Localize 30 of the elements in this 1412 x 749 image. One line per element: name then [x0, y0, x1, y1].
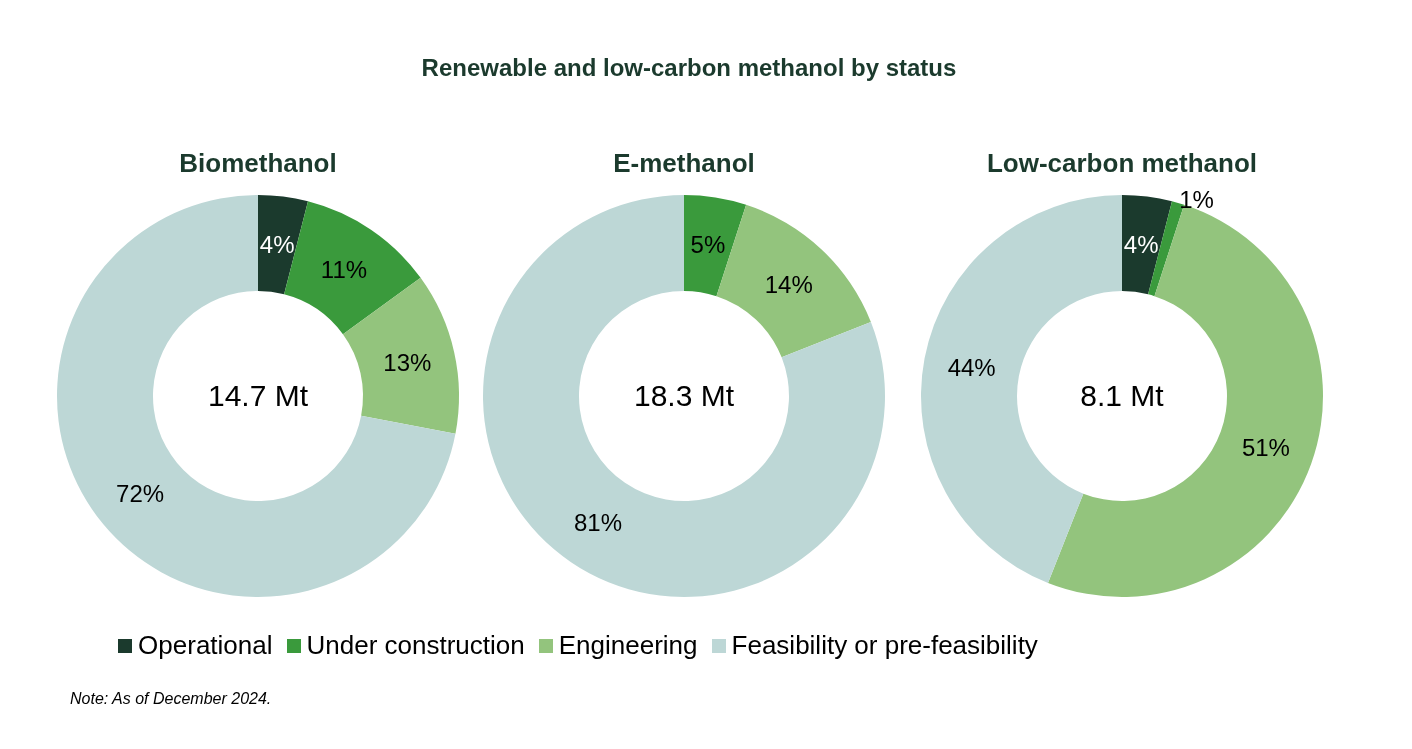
- legend-label: Feasibility or pre-feasibility: [731, 630, 1038, 661]
- data-label: 14%: [764, 270, 813, 298]
- donut-slice: [483, 195, 885, 597]
- data-label: 72%: [116, 480, 165, 508]
- data-label: 81%: [573, 509, 623, 537]
- donut-slice: [258, 195, 308, 295]
- text: 18.3 Mt: [632, 379, 736, 413]
- data-label: 4%: [259, 230, 295, 258]
- text: Note: As of December 2024.: [70, 690, 272, 708]
- legend-label: Under construction: [306, 630, 525, 661]
- donut-slice: [342, 277, 459, 434]
- text: Renewable and low-carbon methanol by status: [420, 54, 958, 82]
- chart-title: Biomethanol: [178, 148, 338, 180]
- chart-title: Low-carbon methanol: [985, 148, 1259, 180]
- data-label: 13%: [383, 349, 432, 377]
- donut-slice: [684, 195, 747, 297]
- legend-label: Engineering: [558, 630, 698, 661]
- donut-slice: [921, 195, 1122, 583]
- data-label: 11%: [320, 255, 368, 283]
- data-label: 44%: [947, 353, 996, 381]
- donut-slice: [1122, 195, 1172, 295]
- text: 14.7 Mt: [206, 379, 310, 413]
- data-label: 4%: [1123, 230, 1159, 258]
- legend-label: Operational: [138, 630, 273, 661]
- data-label: 51%: [1241, 434, 1290, 462]
- text: 8.1 Mt: [1079, 379, 1165, 413]
- data-label: 1%: [1179, 185, 1214, 213]
- donut-slice: [57, 195, 456, 597]
- chart-title: E-methanol: [612, 148, 756, 180]
- data-label: 5%: [690, 231, 726, 259]
